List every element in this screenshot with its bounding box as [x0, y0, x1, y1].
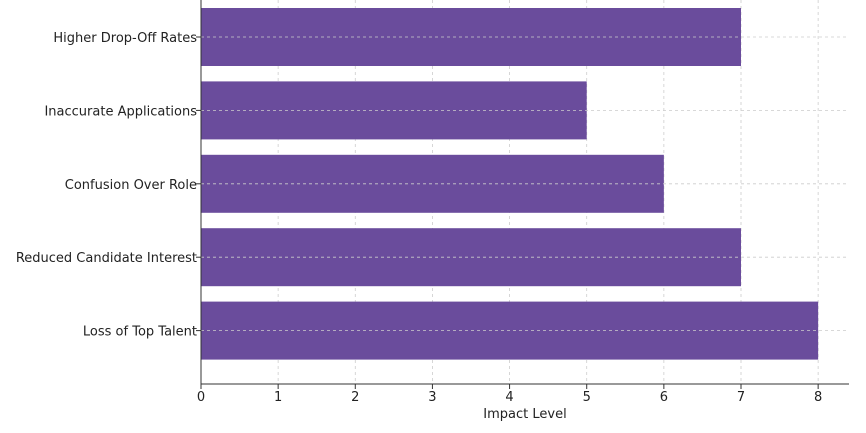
- y-category-label: Inaccurate Applications: [44, 104, 197, 119]
- x-axis-title: Impact Level: [483, 407, 566, 422]
- x-tick-label: 2: [351, 390, 359, 405]
- x-tick-label: 8: [814, 390, 822, 405]
- y-category-label: Higher Drop-Off Rates: [53, 31, 197, 46]
- y-category-label: Loss of Top Talent: [83, 325, 197, 340]
- x-tick-label: 4: [505, 390, 513, 405]
- y-category-label: Confusion Over Role: [65, 178, 197, 193]
- x-tick-label: 7: [737, 390, 745, 405]
- x-tick-label: 6: [660, 390, 668, 405]
- x-tick-label: 1: [274, 390, 282, 405]
- y-category-label: Reduced Candidate Interest: [16, 251, 197, 266]
- x-tick-label: 3: [428, 390, 436, 405]
- bar: [201, 154, 664, 213]
- y-category-labels: Loss of Top Talent Reduced Candidate Inte…: [16, 31, 201, 340]
- x-tick-label: 0: [197, 390, 205, 405]
- bars-layer: [201, 8, 849, 360]
- x-tick-label: 5: [583, 390, 591, 405]
- x-ticks: 0 1 2 3 4 5 6 7 8: [197, 384, 822, 405]
